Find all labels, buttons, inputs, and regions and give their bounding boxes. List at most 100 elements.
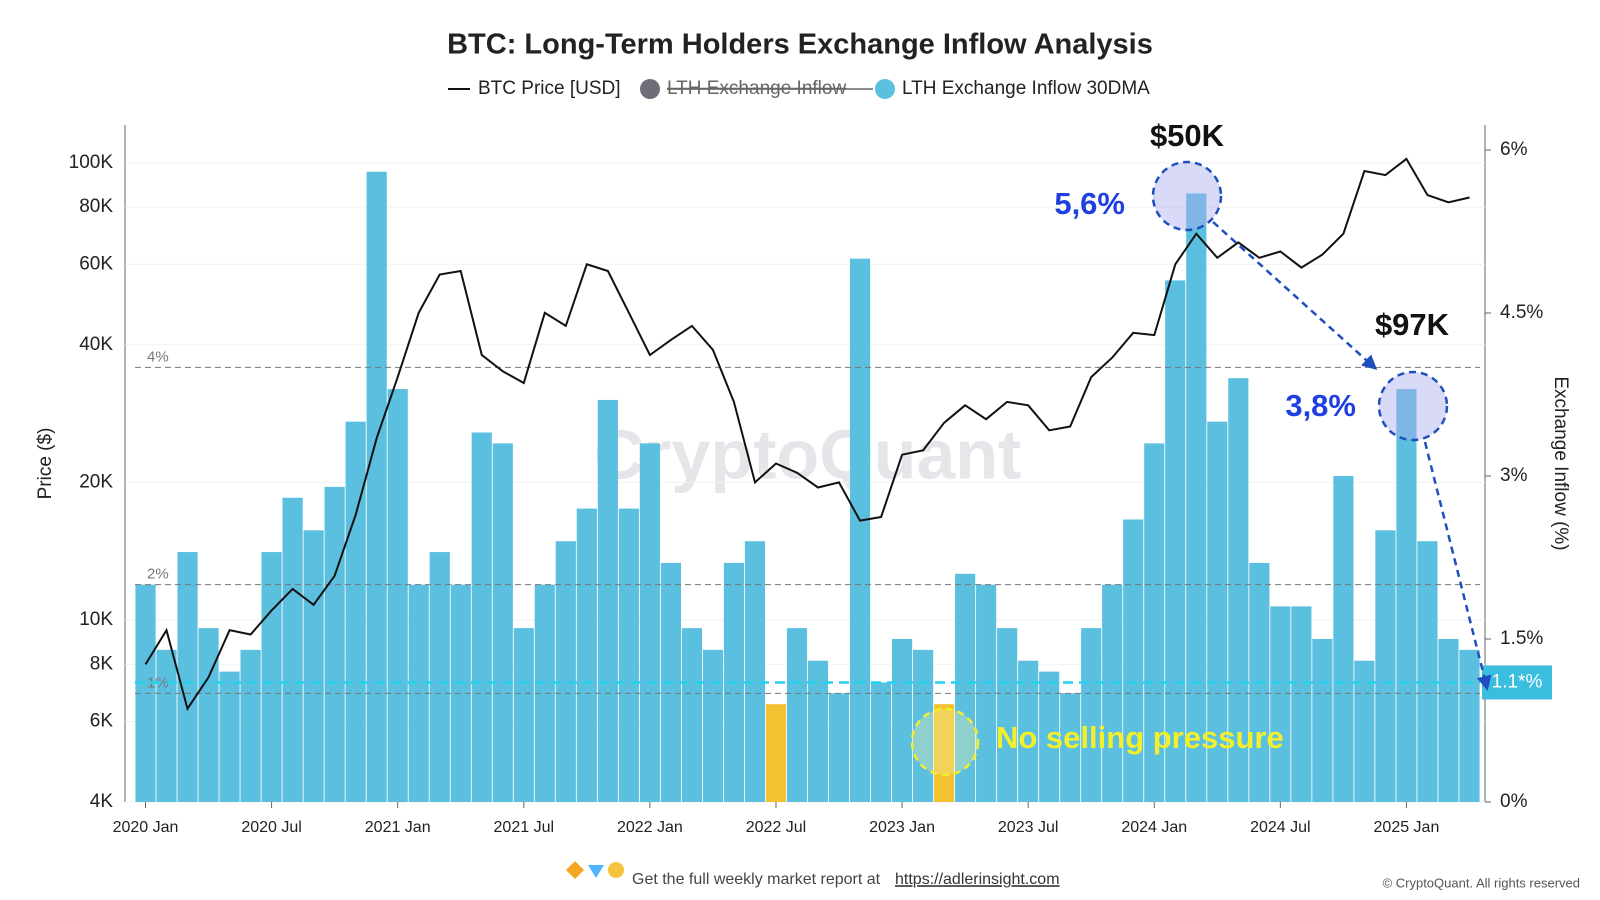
y2-axis-title: Exchange Inflow (%) <box>1550 376 1571 550</box>
inflow-bar <box>324 486 345 802</box>
inflow-bar <box>702 649 724 802</box>
x-tick-label: 2023 Jul <box>998 819 1059 836</box>
inflow-bar <box>513 628 534 802</box>
chart-title: BTC: Long-Term Holders Exchange Inflow A… <box>447 29 1153 61</box>
current-box <box>1482 665 1552 700</box>
x-tick-label: 2023 Jan <box>869 819 935 836</box>
inflow-bar <box>387 389 408 802</box>
y2-tick-label: 1.5% <box>1500 628 1543 649</box>
inflow-bar <box>828 693 850 802</box>
inflow-bar <box>345 421 366 802</box>
inflow-bar <box>219 671 240 802</box>
inflow-bar <box>366 171 387 803</box>
reference-label: 2% <box>147 566 169 583</box>
x-tick-label: 2022 Jul <box>746 819 807 836</box>
inflow-bar <box>471 432 492 802</box>
y-tick-label: 8K <box>90 653 114 674</box>
y-axis-title: Price ($) <box>35 428 56 500</box>
footer-icon <box>566 861 584 879</box>
inflow-bar <box>849 258 871 802</box>
inflow-bar <box>681 628 703 802</box>
annotation: 5,6% <box>1054 186 1125 221</box>
inflow-bar <box>1417 541 1438 802</box>
y2-tick-label: 4.5% <box>1500 302 1543 323</box>
inflow-bar <box>1081 628 1102 802</box>
y-tick-label: 80K <box>79 196 113 217</box>
inflow-bar <box>1039 671 1060 802</box>
inflow-bar <box>177 552 198 802</box>
y2-tick-label: 0% <box>1500 791 1528 812</box>
footer-copyright: © CryptoQuant. All rights reserved <box>1383 875 1580 890</box>
inflow-bar <box>1207 421 1228 802</box>
inflow-bar <box>1186 193 1207 802</box>
footer-text: Get the full weekly market report at <box>632 871 881 888</box>
y-tick-label: 6K <box>90 711 114 732</box>
inflow-bar <box>1165 280 1186 802</box>
annotation: $97K <box>1375 307 1450 342</box>
inflow-bar <box>1438 638 1459 802</box>
inflow-bar <box>1018 660 1039 802</box>
y2-tick-label: 3% <box>1500 465 1528 486</box>
highlight-circle <box>910 707 980 777</box>
x-tick-label: 2024 Jul <box>1250 819 1311 836</box>
trend-arrow <box>1212 221 1378 371</box>
x-tick-label: 2020 Jul <box>241 819 302 836</box>
inflow-bar <box>1144 443 1165 802</box>
x-tick-label: 2021 Jul <box>494 819 555 836</box>
inflow-bar <box>1060 693 1081 802</box>
inflow-bar <box>534 584 555 802</box>
price-line <box>144 157 1470 712</box>
inflow-bar <box>555 541 576 802</box>
inflow-bar <box>1312 638 1333 802</box>
inflow-bar <box>1333 475 1354 802</box>
y-tick-label: 10K <box>79 609 113 630</box>
inflow-bar <box>1228 378 1249 802</box>
inflow-bar <box>576 508 597 802</box>
y-tick-label: 20K <box>79 471 113 492</box>
y-tick-label: 60K <box>79 253 113 274</box>
trend-arrow <box>1423 441 1492 691</box>
inflow-bar <box>639 443 660 802</box>
annotation: $50K <box>1150 118 1225 153</box>
inflow-bar <box>492 443 513 802</box>
legend-label: LTH Exchange Inflow 30DMA <box>902 78 1150 99</box>
inflow-bar <box>618 508 639 802</box>
inflow-bar <box>261 552 282 802</box>
inflow-bar <box>429 552 450 802</box>
inflow-bar <box>1396 389 1417 802</box>
x-tick-label: 2025 Jan <box>1374 819 1440 836</box>
inflow-bar <box>744 541 766 802</box>
inflow-bar <box>786 628 808 802</box>
annotation: 3,8% <box>1285 388 1356 423</box>
reference-label: 4% <box>147 348 169 365</box>
inflow-bar <box>807 660 829 802</box>
current-label: 1.1*% <box>1492 671 1543 692</box>
inflow-bar <box>870 682 892 802</box>
inflow-bar <box>1270 606 1291 802</box>
inflow-bar <box>597 399 618 802</box>
inflow-bar <box>955 573 976 802</box>
legend-dot <box>875 79 895 99</box>
inflow-bar <box>997 628 1018 802</box>
y-tick-label: 40K <box>79 334 113 355</box>
x-tick-label: 2021 Jan <box>365 819 431 836</box>
inflow-bar <box>303 530 324 802</box>
annotation: No selling pressure <box>996 720 1284 755</box>
footer-icon <box>608 862 624 878</box>
y-tick-label: 100K <box>69 152 114 173</box>
inflow-bar <box>1459 649 1480 802</box>
inflow-bar <box>912 649 934 802</box>
legend-dot <box>640 79 660 99</box>
inflow-bar <box>934 704 955 802</box>
footer-link[interactable]: https://adlerinsight.com <box>895 871 1060 888</box>
inflow-bar <box>156 649 177 802</box>
x-tick-label: 2024 Jan <box>1121 819 1187 836</box>
inflow-bar <box>282 497 303 802</box>
inflow-bar <box>891 638 913 802</box>
inflow-bar <box>1354 660 1375 802</box>
y2-tick-label: 6% <box>1500 139 1528 160</box>
inflow-bar <box>1123 519 1144 802</box>
inflow-bar <box>1375 530 1396 802</box>
highlight-circle <box>1151 160 1223 232</box>
